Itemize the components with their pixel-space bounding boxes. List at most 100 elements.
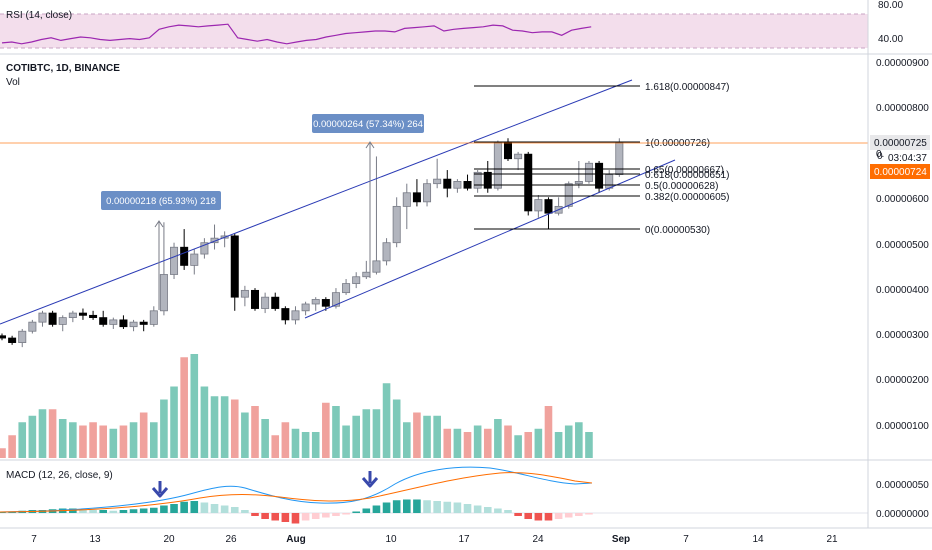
volume-bar — [210, 396, 219, 458]
macd-hist-bar — [453, 502, 462, 513]
channel-upper-line[interactable] — [0, 79, 633, 325]
macd-hist-bar — [301, 513, 310, 521]
macd-hist-bar — [524, 513, 533, 519]
macd-hist-bar — [332, 513, 340, 516]
volume-bar — [8, 435, 16, 458]
volume-bar — [382, 383, 391, 458]
volume-bar — [139, 412, 148, 458]
fib-label: 0.65(0.00000667) — [645, 165, 724, 176]
macd-hist-bar — [322, 513, 330, 518]
callout-1[interactable]: 0.00000218 (65.93%) 218 — [101, 191, 221, 310]
volume-bar — [129, 422, 138, 458]
callout-1-arrowhead — [154, 220, 164, 228]
candle-body — [574, 181, 583, 185]
macd-pane: MACD (12, 26, close, 9) — [0, 466, 868, 524]
fib-retracement[interactable]: 1.618(0.00000847) 1(0.00000726) 0.65(0.0… — [474, 82, 730, 236]
vol-label: Vol — [6, 77, 20, 88]
macd-axis-label: 0.00000050 — [876, 480, 929, 491]
volume-bar — [575, 422, 583, 458]
macd-hist-bar — [271, 513, 280, 521]
macd-hist-bar — [180, 501, 188, 513]
channel-lower-line[interactable] — [304, 159, 676, 319]
volume-bar — [362, 409, 371, 458]
volume-bar — [271, 435, 280, 458]
arrow-down-icon — [151, 481, 169, 498]
price-axis-label: 0.00000500 — [876, 240, 929, 251]
candle-body — [28, 321, 37, 332]
price-axis-label: 0.00000400 — [876, 285, 929, 296]
volume-bar — [160, 399, 168, 458]
candle-body — [129, 321, 138, 328]
price-axis[interactable]: 80.00 40.00 0.00000900 0.00000800 0.0000… — [870, 0, 930, 520]
volume-bar — [504, 425, 512, 458]
candle-body — [514, 153, 523, 160]
candle-body — [331, 292, 340, 307]
marker-price-tag-text: 0.00000724 — [874, 167, 927, 178]
rsi-axis-label: 40.00 — [878, 34, 903, 45]
date-label: 24 — [532, 534, 544, 545]
macd-hist-bar — [109, 510, 118, 513]
macd-hist-bar — [585, 513, 593, 515]
price-axis-label: 0.00000600 — [876, 194, 929, 205]
candle-body — [8, 337, 17, 343]
macd-hist-bar — [413, 499, 421, 513]
volume-bar — [352, 415, 360, 458]
volume-bars — [0, 354, 593, 458]
volume-bar — [291, 428, 300, 458]
fib-label: 1(0.00000726) — [645, 138, 710, 149]
symbol-title: COTIBTC, 1D, BINANCE — [6, 63, 120, 74]
candles — [0, 138, 624, 348]
volume-bar — [544, 406, 553, 458]
volume-bar — [38, 409, 47, 458]
channel-drawing[interactable] — [0, 79, 676, 325]
macd-hist-bar — [544, 513, 553, 521]
macd-hist-bar — [129, 509, 138, 513]
callout-2[interactable]: 0.00000264 (57.34%) 264 — [312, 114, 424, 278]
candle-body — [159, 274, 168, 312]
candle-body — [18, 330, 27, 343]
macd-histogram — [0, 499, 593, 524]
rsi-pane: RSI (14, close) — [0, 10, 868, 49]
macd-axis-label: 0.00000000 — [876, 509, 929, 520]
volume-bar — [524, 432, 533, 458]
macd-hist-bar — [230, 507, 239, 513]
date-label: 17 — [458, 534, 470, 545]
candle-body — [301, 303, 310, 312]
macd-hist-bar — [443, 501, 452, 513]
candle-body — [362, 271, 371, 278]
volume-bar — [392, 399, 401, 458]
macd-hist-bar — [139, 508, 148, 513]
candle-body — [261, 296, 270, 309]
volume-bar — [99, 425, 107, 458]
candle-body — [109, 319, 118, 325]
candle-body — [68, 312, 77, 319]
macd-hist-bar — [241, 510, 249, 513]
volume-bar — [18, 422, 27, 458]
countdown-tag — [884, 150, 930, 164]
signal-line — [0, 472, 593, 513]
candle-body — [615, 142, 624, 176]
volume-bar — [342, 425, 350, 458]
volume-bar — [322, 402, 330, 458]
volume-bar — [463, 432, 472, 458]
macd-hist-bar — [514, 513, 522, 516]
macd-hist-bar — [220, 505, 229, 513]
candle-body — [463, 181, 472, 189]
volume-bar — [89, 422, 97, 458]
date-axis[interactable]: 7 13 20 26 Aug 10 17 24 Sep 7 14 21 — [31, 534, 838, 545]
volume-bar — [190, 354, 199, 458]
callout-2-text: 0.00000264 (57.34%) 264 — [313, 119, 423, 130]
arrow-down-icon — [361, 471, 379, 488]
volume-bar — [473, 425, 482, 458]
candle-body — [48, 312, 57, 325]
macd-hist-bar — [99, 510, 107, 513]
volume-bar — [170, 386, 178, 458]
marker-price-tag — [870, 164, 930, 179]
macd-hist-bar — [352, 511, 360, 513]
date-label: Aug — [286, 534, 305, 545]
volume-bar — [483, 428, 492, 458]
candle-body — [149, 310, 158, 325]
candle-body — [271, 296, 280, 309]
candle-body — [119, 319, 128, 328]
